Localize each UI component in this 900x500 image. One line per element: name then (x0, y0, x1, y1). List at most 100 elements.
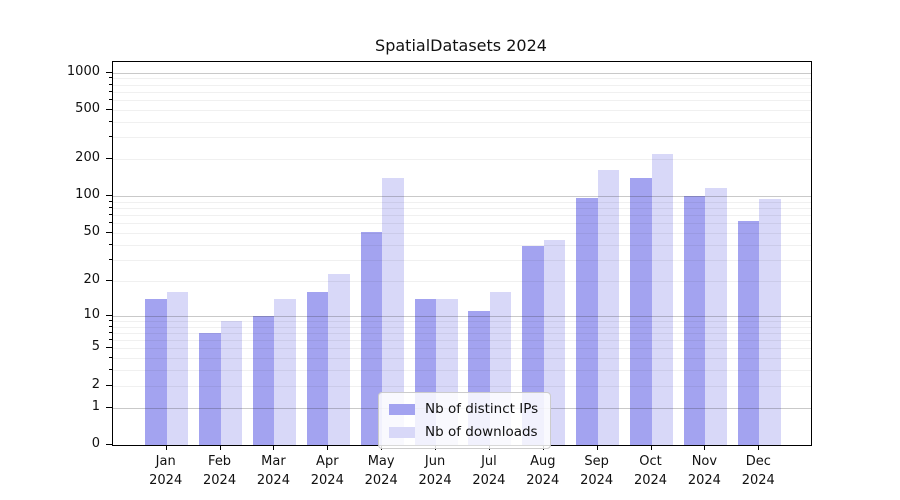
y-tick-label-500: 500 (75, 100, 100, 116)
y-minor-tick-mark-8 (109, 325, 112, 327)
y-tick-mark-1 (106, 406, 112, 408)
legend-entry-distinct-ips: Nb of distinct IPs (389, 401, 538, 417)
y-tick-mark-50 (106, 232, 112, 234)
gridline-y-2 (113, 385, 811, 387)
x-tick-label-jun-2024: Jun 2024 (418, 454, 452, 488)
x-tick-label-jul-2024: Jul 2024 (472, 454, 506, 488)
bar-nb-of-downloads-jan-2024 (166, 292, 189, 445)
y-tick-label-200: 200 (75, 150, 100, 166)
chart-title: SpatialDatasets 2024 (375, 36, 547, 55)
gridline-y-4 (113, 358, 811, 360)
bar-nb-of-downloads-nov-2024 (705, 188, 727, 445)
y-tick-label-100: 100 (75, 187, 100, 203)
gridline-y-10 (113, 315, 811, 317)
x-tick-label-may-2024: May 2024 (364, 454, 398, 488)
x-tick-mark-jan-2024 (165, 445, 167, 450)
x-tick-mark-nov-2024 (704, 445, 706, 450)
gridline-y-200 (113, 159, 811, 161)
x-tick-label-aug-2024: Aug 2024 (526, 454, 560, 488)
y-minor-tick-mark-30 (109, 258, 112, 260)
y-minor-tick-mark-700 (109, 90, 112, 92)
x-tick-label-nov-2024: Nov 2024 (687, 454, 721, 488)
x-tick-mark-feb-2024 (219, 445, 221, 450)
gridline-y-3 (113, 370, 811, 372)
gridline-y-300 (113, 137, 811, 139)
bar-nb-of-distinct-ips-apr-2024 (306, 292, 329, 445)
y-minor-tick-mark-3 (109, 369, 112, 371)
plot-area: Nb of distinct IPs Nb of downloads (112, 61, 812, 449)
gridline-y-5 (113, 348, 811, 350)
y-minor-tick-mark-4 (109, 357, 112, 359)
gridline-y-90 (113, 201, 811, 203)
bar-nb-of-downloads-feb-2024 (220, 320, 243, 445)
x-tick-mark-dec-2024 (758, 445, 760, 450)
y-tick-mark-20 (106, 279, 112, 281)
x-tick-mark-sep-2024 (596, 445, 598, 450)
y-tick-label-2: 2 (91, 376, 100, 392)
gridline-y-80 (113, 208, 811, 210)
x-tick-label-feb-2024: Feb 2024 (203, 454, 237, 488)
y-tick-mark-1000 (106, 71, 112, 73)
y-minor-tick-mark-90 (109, 200, 112, 202)
bar-nb-of-distinct-ips-mar-2024 (252, 315, 275, 445)
legend-swatch-distinct-ips (389, 403, 415, 415)
y-tick-label-10: 10 (83, 306, 100, 322)
gridline-y-20 (113, 280, 811, 282)
gridline-y-8 (113, 326, 811, 328)
x-tick-mark-apr-2024 (327, 445, 329, 450)
y-tick-mark-5 (106, 347, 112, 349)
y-minor-tick-mark-6 (109, 339, 112, 341)
gridline-y-500 (113, 109, 811, 111)
gridline-y-60 (113, 223, 811, 225)
bar-nb-of-distinct-ips-may-2024 (360, 232, 383, 445)
x-tick-label-dec-2024: Dec 2024 (741, 454, 775, 488)
y-minor-tick-mark-80 (109, 207, 112, 209)
y-tick-mark-0 (106, 444, 112, 445)
y-minor-tick-mark-400 (109, 120, 112, 122)
legend-swatch-downloads (389, 426, 415, 438)
bar-nb-of-distinct-ips-jan-2024 (145, 299, 167, 445)
bar-nb-of-downloads-may-2024 (382, 178, 404, 445)
gridline-y-700 (113, 91, 811, 93)
gridline-y-50 (113, 233, 811, 235)
y-tick-mark-500 (106, 108, 112, 110)
x-tick-label-mar-2024: Mar 2024 (256, 454, 290, 488)
y-minor-tick-mark-600 (109, 99, 112, 101)
legend: Nb of distinct IPs Nb of downloads (378, 392, 552, 449)
legend-entry-downloads: Nb of downloads (389, 424, 538, 440)
bar-nb-of-distinct-ips-dec-2024 (737, 220, 760, 445)
y-tick-label-20: 20 (83, 271, 100, 287)
gridline-y-1000 (113, 72, 811, 74)
y-minor-tick-mark-300 (109, 136, 112, 138)
y-tick-label-1: 1 (91, 398, 100, 414)
y-minor-tick-mark-70 (109, 214, 112, 216)
y-minor-tick-mark-800 (109, 83, 112, 85)
gridline-y-7 (113, 332, 811, 334)
x-tick-label-oct-2024: Oct 2024 (633, 454, 668, 488)
gridline-y-9 (113, 320, 811, 322)
x-tick-label-apr-2024: Apr 2024 (310, 454, 344, 488)
y-minor-tick-mark-9 (109, 319, 112, 321)
bar-nb-of-downloads-apr-2024 (328, 273, 350, 445)
x-tick-label-sep-2024: Sep 2024 (580, 454, 614, 488)
bar-nb-of-downloads-mar-2024 (274, 299, 296, 445)
y-tick-label-50: 50 (83, 224, 100, 240)
y-tick-label-1000: 1000 (66, 63, 100, 79)
y-tick-mark-200 (106, 158, 112, 160)
gridline-y-900 (113, 78, 811, 80)
legend-label-downloads: Nb of downloads (425, 424, 538, 440)
gridline-y-70 (113, 215, 811, 217)
gridline-y-800 (113, 84, 811, 86)
y-tick-mark-10 (106, 314, 112, 316)
y-minor-tick-mark-60 (109, 222, 112, 224)
bar-nb-of-distinct-ips-oct-2024 (630, 178, 652, 445)
bar-nb-of-distinct-ips-nov-2024 (683, 196, 706, 445)
y-tick-mark-2 (106, 384, 112, 386)
gridline-y-40 (113, 244, 811, 246)
bar-nb-of-distinct-ips-feb-2024 (199, 332, 221, 445)
y-minor-tick-mark-7 (109, 331, 112, 333)
y-tick-label-5: 5 (91, 339, 100, 355)
gridline-y-100 (113, 196, 811, 198)
x-tick-label-jan-2024: Jan 2024 (149, 454, 183, 488)
